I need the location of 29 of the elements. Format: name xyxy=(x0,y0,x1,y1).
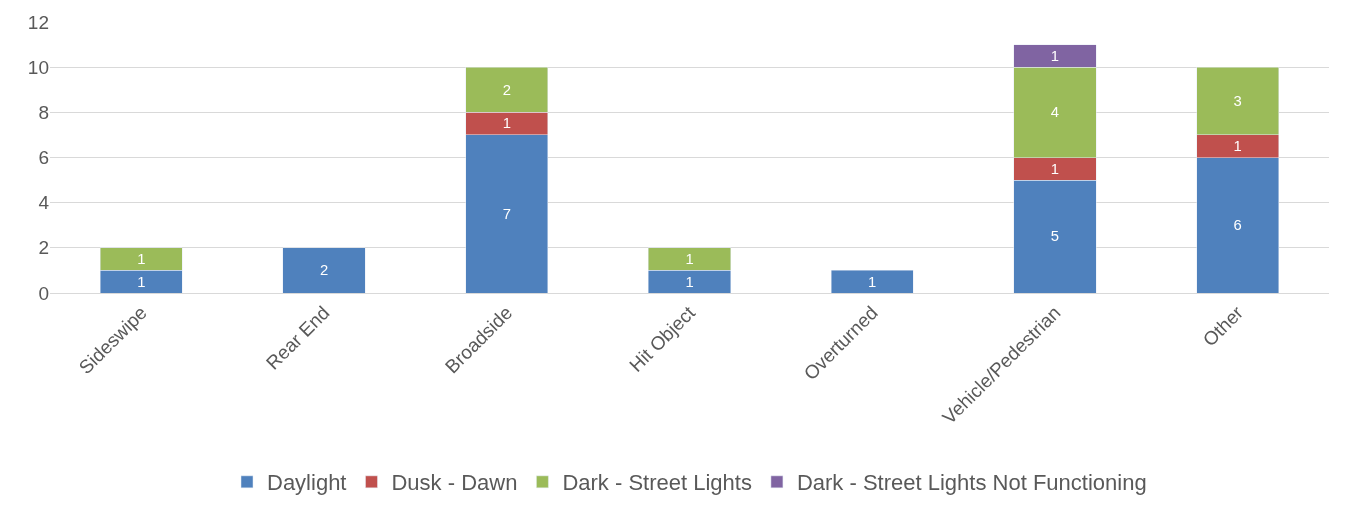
y-tick-label: 2 xyxy=(38,237,49,259)
data-label: 1 xyxy=(137,273,146,290)
data-label: 6 xyxy=(1233,217,1242,234)
data-label: 4 xyxy=(1050,104,1060,121)
data-label: 1 xyxy=(137,250,146,267)
legend-label: Daylight xyxy=(267,470,347,496)
data-label: 2 xyxy=(319,262,329,279)
y-tick-label: 12 xyxy=(27,11,49,33)
data-label: 1 xyxy=(1050,47,1060,64)
y-tick-label: 0 xyxy=(38,282,49,304)
data-label: 1 xyxy=(1050,160,1060,177)
data-label: 7 xyxy=(502,205,511,222)
data-label: 5 xyxy=(1050,228,1060,245)
legend-label: Dark - Street Lights Not Functioning xyxy=(796,470,1147,496)
legend-label: Dusk - Dawn xyxy=(391,470,518,496)
y-tick-label: 10 xyxy=(27,56,49,78)
bar xyxy=(830,270,914,293)
data-label: 1 xyxy=(1233,138,1242,155)
data-label: 3 xyxy=(1233,92,1242,109)
data-label: 1 xyxy=(685,273,694,290)
data-label: 2 xyxy=(502,81,511,98)
legend-label: Dark - Street Lights xyxy=(562,470,752,496)
data-label: 1 xyxy=(685,250,694,267)
data-label: 1 xyxy=(502,115,511,132)
y-tick-label: 4 xyxy=(38,192,50,214)
y-tick-label: 6 xyxy=(38,147,49,169)
bar xyxy=(282,247,366,293)
y-tick-label: 8 xyxy=(38,101,49,123)
data-label: 1 xyxy=(868,273,877,290)
